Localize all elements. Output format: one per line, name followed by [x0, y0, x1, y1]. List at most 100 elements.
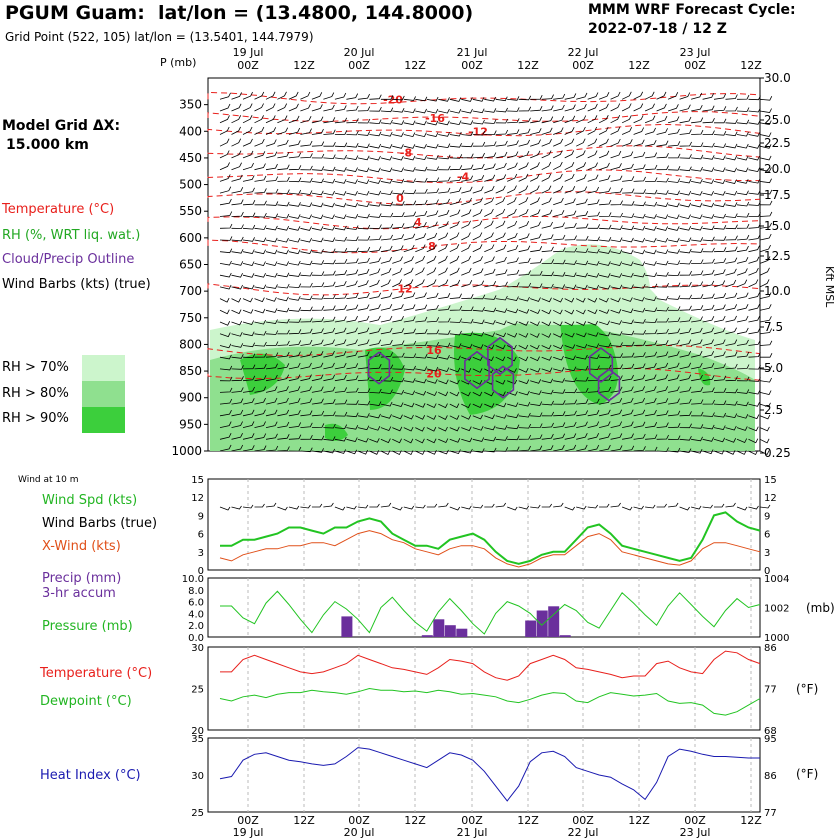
- wind-barb: [472, 209, 483, 217]
- wind-barb: [300, 202, 313, 208]
- wind-barb: [541, 197, 552, 206]
- wind-barb: [713, 202, 726, 208]
- wind-barb: [357, 388, 371, 393]
- wind-barb: [311, 116, 324, 124]
- wind-barb: [461, 448, 473, 454]
- wind-barb: [564, 377, 577, 383]
- wind-barb: [300, 362, 312, 370]
- wind-barb: [610, 364, 623, 370]
- wind-barb: [541, 221, 553, 229]
- wind-barb: [679, 374, 692, 382]
- wind-barb: [564, 260, 577, 265]
- wind-barb: [691, 166, 703, 172]
- wind-barb: [507, 446, 520, 452]
- wind-barb: [725, 388, 738, 394]
- wind-barb: [656, 103, 667, 112]
- wind-barb: [702, 179, 715, 184]
- wind-barb: [668, 214, 680, 220]
- wind-barb: [633, 225, 646, 231]
- wind-barb: [541, 367, 553, 373]
- wind-barb: [748, 190, 761, 195]
- wind-barb: [231, 409, 244, 417]
- wind-barb: [311, 423, 325, 428]
- wind-barb: [668, 202, 680, 208]
- wind-barb: [472, 130, 486, 136]
- wind-barb: [357, 224, 371, 230]
- wind-left-tick-3: 6: [198, 530, 204, 541]
- wind-barb: [242, 150, 254, 159]
- wind-barb: [231, 421, 243, 428]
- wind-barb: [461, 131, 474, 137]
- wind-barb: [564, 127, 575, 135]
- wind-barb: [288, 374, 301, 382]
- surface-wind-barb: [518, 505, 530, 510]
- wind-barb: [633, 189, 646, 194]
- wind-barb: [288, 329, 302, 335]
- wind-barb: [564, 235, 577, 241]
- wind-barb: [461, 175, 474, 182]
- wind-barb: [518, 344, 529, 350]
- wind-barb: [633, 103, 644, 112]
- wind-barb: [265, 225, 278, 231]
- wind-barb: [679, 362, 692, 370]
- wind-barb: [219, 186, 232, 194]
- wind-barb: [725, 94, 738, 100]
- wind-barb: [449, 255, 460, 264]
- wind-barb: [426, 155, 439, 160]
- isotherm-label-4: 4: [414, 216, 422, 229]
- wind-barbs-label: Wind Barbs (true): [42, 516, 158, 531]
- surface-wind-barb: [357, 504, 369, 509]
- wind-barb: [277, 91, 287, 100]
- wind-barb: [231, 211, 244, 217]
- wind-barb: [518, 282, 532, 288]
- wind-barb: [242, 175, 255, 182]
- wind-barb: [702, 258, 715, 264]
- wind-barb: [598, 115, 609, 124]
- wind-barb: [599, 224, 612, 230]
- surface-wind-barb: [621, 506, 633, 511]
- wind-barb: [426, 221, 438, 229]
- wind-barb: [748, 450, 758, 456]
- bottom-date-0: 19 Jul: [233, 826, 264, 839]
- wind-barb: [265, 374, 278, 382]
- wind-barb: [265, 249, 278, 255]
- wind-barb: [679, 202, 692, 208]
- wind-barb: [277, 213, 290, 219]
- wind-barb: [621, 127, 633, 135]
- wind-barb: [323, 190, 335, 196]
- isotherm-20: [207, 367, 761, 381]
- wind-barb: [656, 249, 669, 255]
- surface-wind-barb: [553, 502, 564, 508]
- surface-wind-barb: [668, 502, 679, 508]
- wind-barb: [242, 261, 255, 266]
- wind-barb: [702, 118, 715, 124]
- wind-barb: [656, 115, 668, 124]
- wind-barb: [622, 201, 635, 206]
- wind-barb: [461, 415, 472, 420]
- height-tick-8: 7.5: [764, 320, 783, 334]
- wind-barb: [392, 256, 403, 264]
- wind-barb: [277, 139, 289, 147]
- wind-barb: [461, 318, 474, 324]
- legend-barbs: Wind Barbs (kts) (true): [2, 277, 151, 292]
- wind-barb: [265, 421, 278, 428]
- wind-barb: [231, 284, 243, 290]
- wind-barb: [702, 293, 715, 299]
- wind-barb: [380, 364, 394, 370]
- wind-barb: [219, 126, 230, 135]
- wind-barb: [598, 126, 609, 135]
- wind-barb: [736, 94, 750, 100]
- wind-barb: [541, 94, 554, 100]
- top-time-0: 00Z: [237, 59, 259, 72]
- wind-barb: [736, 201, 750, 207]
- wind-barb: [587, 343, 600, 348]
- wind-barb: [392, 340, 405, 346]
- wind-barb: [311, 190, 324, 196]
- heat-left-tick-0: 35: [191, 734, 204, 745]
- model-grid-label: Model Grid ΔX:: [2, 118, 121, 134]
- precip-bar-6: [536, 610, 548, 638]
- wind-barb: [564, 222, 577, 229]
- wind-barb: [403, 390, 416, 396]
- wind-barb: [323, 281, 336, 288]
- wind-barb: [380, 119, 393, 125]
